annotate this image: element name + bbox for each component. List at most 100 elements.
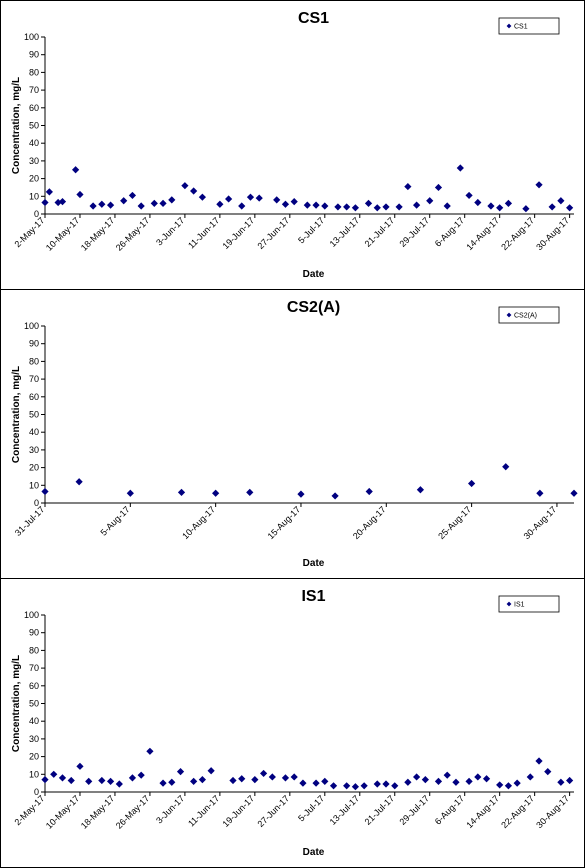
data-point [273, 196, 281, 204]
x-axis-title: Date [303, 269, 325, 280]
x-tick-label: 10-May-17 [44, 215, 81, 252]
data-point [159, 779, 167, 787]
data-point [413, 201, 421, 209]
x-tick-label: 18-May-17 [79, 215, 116, 252]
data-point [255, 194, 263, 202]
x-tick-label: 30-Aug-17 [534, 793, 571, 830]
x-tick-label: 11-Jun-17 [186, 215, 221, 250]
y-tick-label: 80 [29, 356, 39, 366]
data-point [536, 489, 544, 497]
legend-label: CS1 [514, 24, 528, 31]
data-point [229, 776, 237, 785]
data-point [146, 747, 154, 755]
data-point [360, 782, 368, 790]
data-point [465, 777, 473, 785]
data-point [85, 777, 93, 785]
data-point [126, 489, 134, 497]
data-point [190, 187, 198, 195]
x-tick-label: 11-Jun-17 [186, 793, 221, 828]
data-point [382, 780, 390, 788]
data-point [198, 776, 206, 784]
x-tick-label: 22-Aug-17 [499, 793, 536, 830]
data-point [238, 775, 246, 783]
data-point [364, 199, 373, 207]
data-point [115, 780, 123, 788]
data-point [468, 479, 476, 488]
y-tick-label: 80 [29, 67, 39, 77]
y-tick-label: 60 [29, 103, 39, 113]
data-point [128, 191, 137, 200]
y-axis-title: Concentration, mg/L [11, 655, 22, 752]
x-tick-label: 18-May-17 [79, 793, 116, 830]
y-tick-label: 70 [29, 374, 39, 384]
data-point [50, 770, 58, 778]
x-tick-label: 31-Jul-17 [13, 504, 47, 538]
x-axis-title: Date [303, 847, 325, 858]
data-point [373, 780, 381, 788]
y-tick-label: 40 [29, 427, 39, 437]
legend: IS1 [498, 595, 560, 613]
x-tick-label: 26-May-17 [114, 793, 151, 830]
y-tick-label: 30 [29, 156, 39, 166]
data-point [544, 768, 552, 776]
x-tick-label: 3-Jun-17 [154, 793, 186, 825]
x-tick-label: 14-Aug-17 [464, 793, 501, 830]
data-point [421, 776, 429, 784]
x-tick-label: 22-Aug-17 [499, 215, 536, 252]
data-point [452, 778, 460, 786]
data-point [281, 774, 290, 782]
y-tick-label: 50 [29, 410, 39, 420]
data-point [334, 203, 342, 211]
legend: CS2(A) [498, 306, 560, 324]
data-point [416, 486, 425, 494]
legend-label: CS2(A) [514, 313, 537, 320]
y-tick-label: 50 [29, 699, 39, 709]
data-point [297, 490, 305, 498]
data-point [176, 768, 185, 776]
data-point [181, 182, 189, 190]
x-tick-label: 29-Jul-17 [398, 793, 432, 827]
y-tick-label: 90 [29, 50, 39, 60]
y-tick-label: 100 [24, 321, 39, 331]
data-point [504, 782, 513, 790]
x-tick-label: 25-Aug-17 [436, 504, 473, 541]
data-point [548, 203, 556, 211]
data-point [106, 777, 115, 785]
data-point [168, 196, 176, 204]
x-tick-label: 6-Aug-17 [433, 215, 466, 248]
y-tick-label: 0 [34, 209, 39, 219]
data-point [159, 199, 167, 207]
data-point [566, 776, 574, 785]
data-point [434, 777, 443, 785]
y-tick-label: 20 [29, 463, 39, 473]
x-tick-label: 2-May-17 [12, 215, 46, 249]
data-point [404, 778, 412, 786]
y-axis-title: Concentration, mg/L [11, 77, 22, 174]
y-tick-label: 100 [24, 610, 39, 620]
y-tick-label: 0 [34, 498, 39, 508]
x-tick-label: 5-Jul-17 [296, 793, 326, 823]
data-point [373, 204, 381, 212]
x-tick-label: 13-Jul-17 [328, 793, 362, 827]
data-point [72, 166, 80, 174]
data-point [570, 489, 578, 497]
y-tick-label: 40 [29, 138, 39, 148]
data-point [404, 182, 412, 191]
data-point [474, 198, 482, 207]
data-point [299, 779, 307, 787]
data-point [413, 773, 421, 781]
chart-title: CS2(A) [287, 299, 340, 316]
y-tick-label: 90 [29, 628, 39, 638]
data-point [238, 202, 246, 210]
x-tick-label: 27-Jun-17 [256, 793, 292, 829]
x-tick-label: 21-Jul-17 [363, 215, 397, 249]
y-tick-label: 70 [29, 663, 39, 673]
y-tick-label: 30 [29, 445, 39, 455]
data-point [329, 782, 338, 790]
x-axis-title: Date [303, 558, 325, 569]
data-point [76, 762, 84, 770]
y-tick-label: 0 [34, 787, 39, 797]
data-point [331, 492, 339, 500]
data-point [137, 771, 145, 779]
data-point [456, 164, 464, 172]
